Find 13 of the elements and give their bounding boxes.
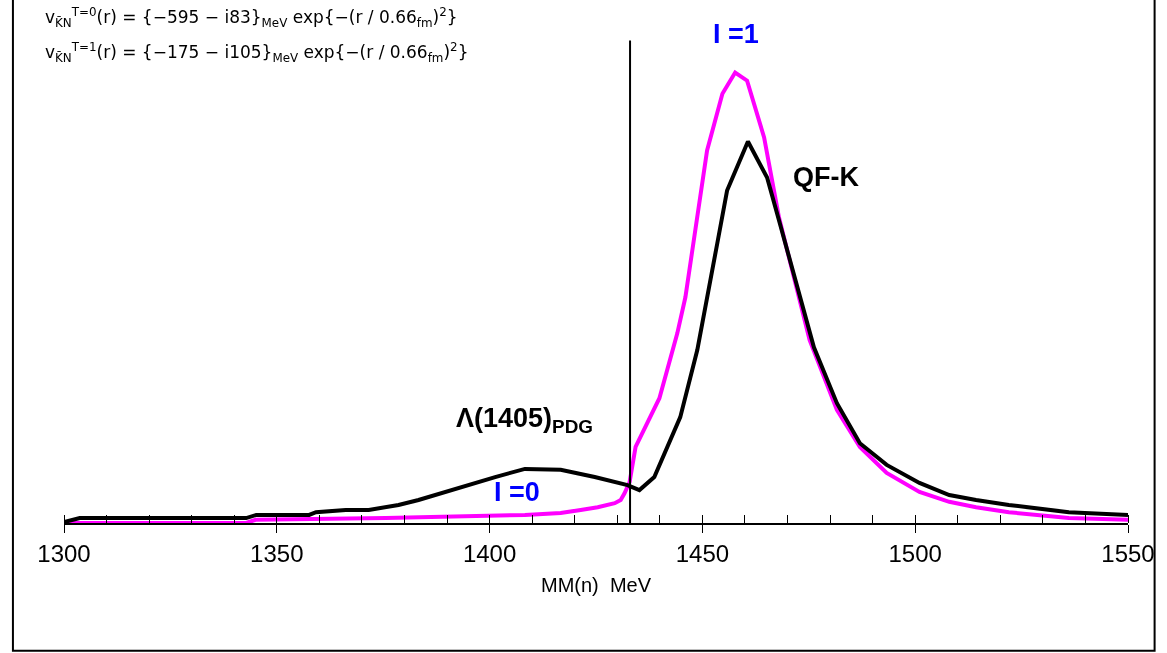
x-tick-label: 1350 bbox=[250, 539, 304, 567]
text: v$_{K̄N}$$^{T=0}$(r) = {−595 − i83}$_{MeV}$ exp{−(r / 0.66$_{fm}$)$^{2}$} bbox=[45, 5, 458, 30]
annotation: Λ(1405)$_{PDG}$ bbox=[456, 403, 593, 437]
text: v$_{K̄N}$$^{T=1}$(r) = {−175 − i105}$_{MeV}$ exp{−(r / 0.66$_{fm}$)$^{2}$} bbox=[45, 40, 469, 65]
x-tick-label: 1450 bbox=[675, 539, 730, 567]
annotation: I =1 bbox=[713, 19, 759, 49]
annotation: I =0 bbox=[494, 477, 540, 507]
x-tick-label: 1400 bbox=[462, 539, 517, 567]
x-axis-title: MM(n) MeV bbox=[541, 573, 652, 596]
annotation: QF-K bbox=[793, 162, 860, 192]
x-tick-label: 1300 bbox=[37, 539, 91, 567]
x-tick-label: 1550 bbox=[1101, 539, 1155, 567]
x-tick-label: 1500 bbox=[888, 539, 942, 567]
